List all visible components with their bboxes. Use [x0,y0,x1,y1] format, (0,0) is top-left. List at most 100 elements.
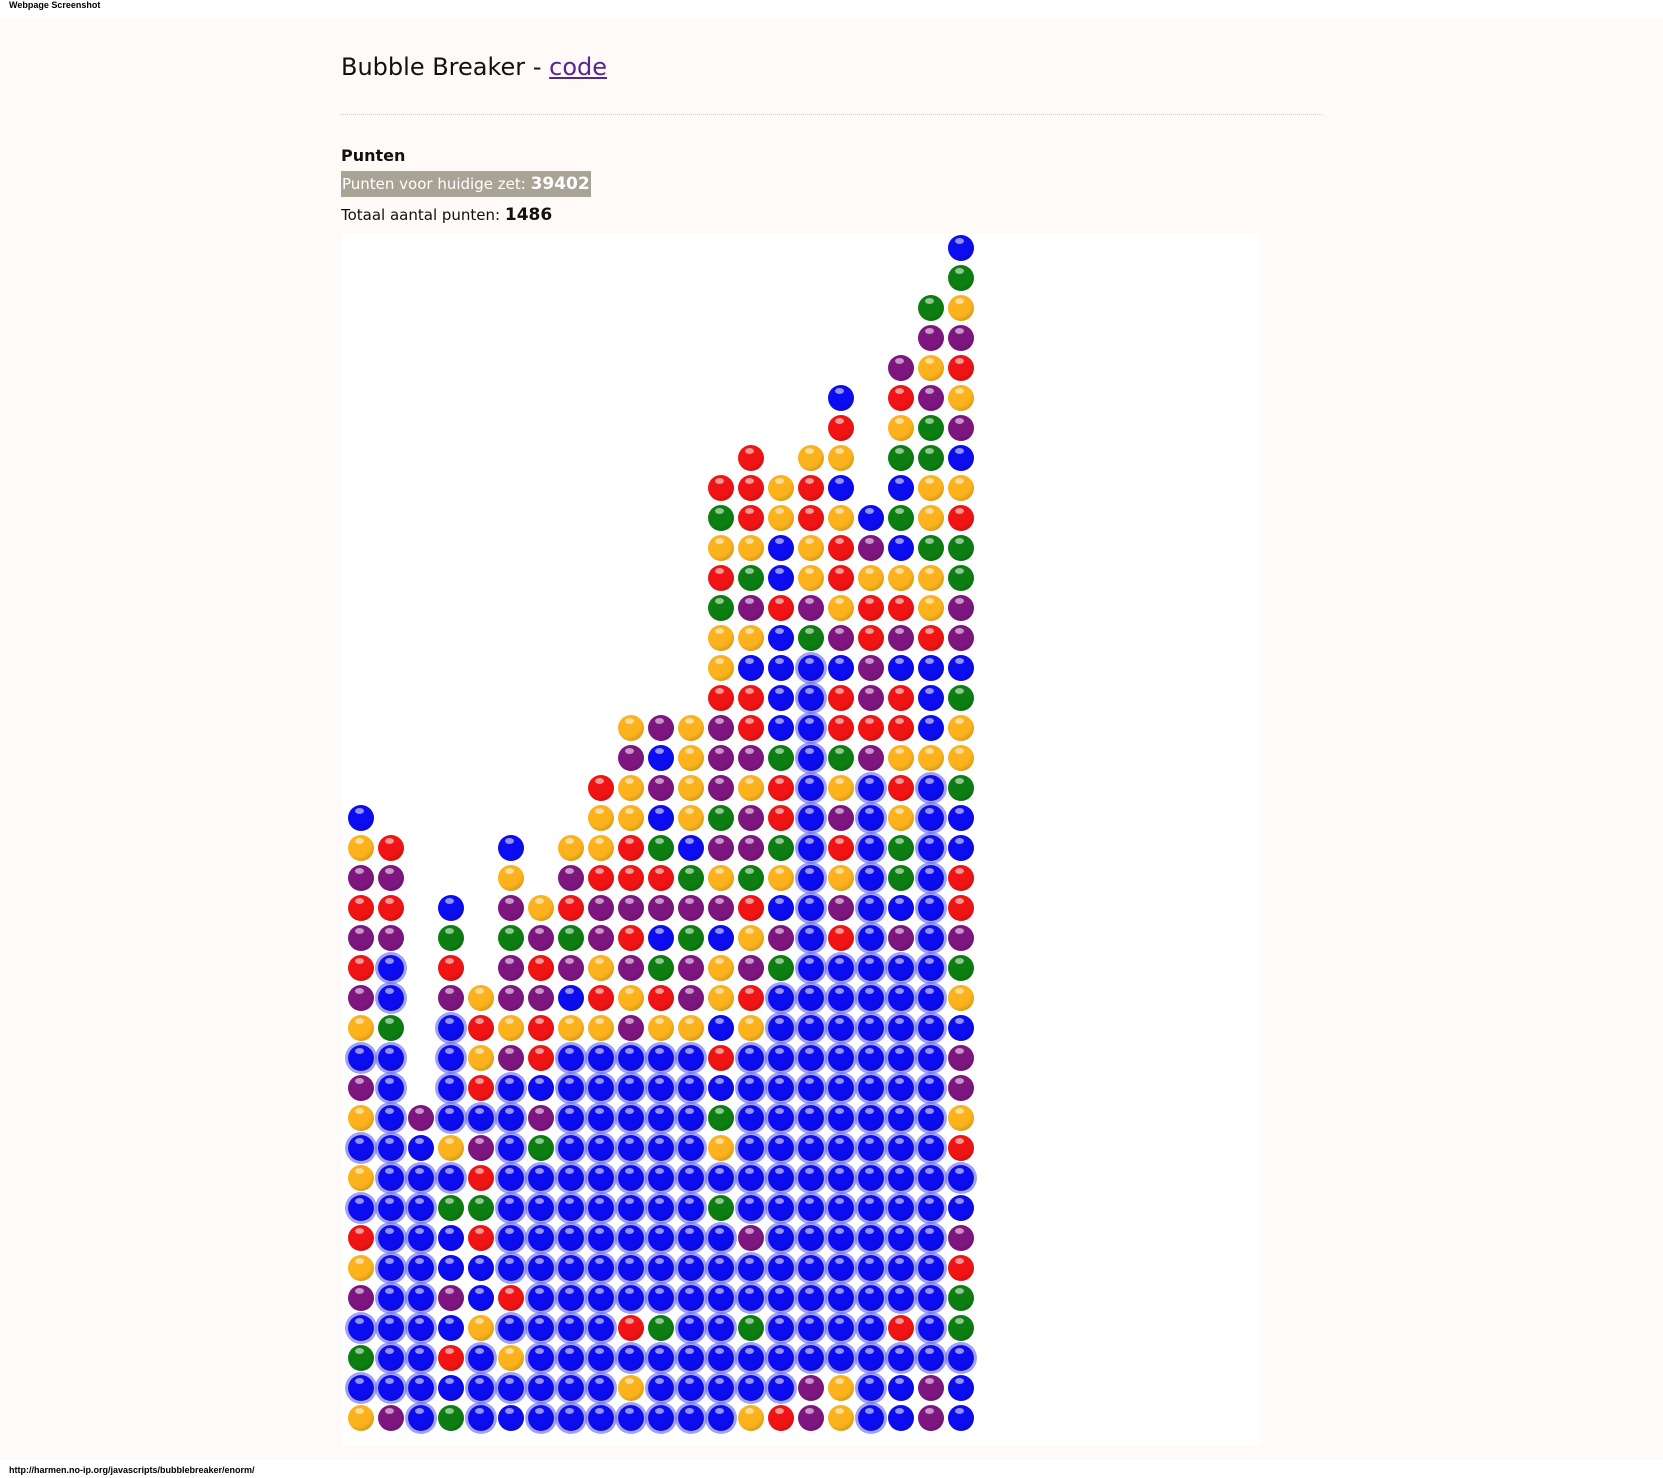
bubble-cell[interactable] [616,1403,646,1433]
bubble-cell[interactable] [766,923,796,953]
bubble-cell[interactable] [736,623,766,653]
purple-bubble[interactable] [348,1285,374,1311]
bubble-cell[interactable] [826,413,856,443]
bubble-cell[interactable] [526,1403,556,1433]
green-bubble[interactable] [768,745,794,771]
orange-bubble[interactable] [738,775,764,801]
bubble-cell[interactable] [946,233,976,263]
selected-blue-bubble[interactable] [528,1225,554,1251]
game-board[interactable] [341,233,1260,1446]
red-bubble[interactable] [858,595,884,621]
bubble-cell[interactable] [736,503,766,533]
bubble-cell[interactable] [946,1103,976,1133]
selected-blue-bubble[interactable] [798,1285,824,1311]
purple-bubble[interactable] [378,865,404,891]
selected-blue-bubble[interactable] [558,1165,584,1191]
bubble-cell[interactable] [796,503,826,533]
selected-blue-bubble[interactable] [858,895,884,921]
bubble-cell[interactable] [556,1043,586,1073]
bubble-cell[interactable] [586,803,616,833]
bubble-cell[interactable] [676,863,706,893]
orange-bubble[interactable] [918,565,944,591]
selected-blue-bubble[interactable] [888,1165,914,1191]
bubble-cell[interactable] [406,1253,436,1283]
green-bubble[interactable] [648,835,674,861]
bubble-cell[interactable] [346,1163,376,1193]
orange-bubble[interactable] [618,985,644,1011]
bubble-cell[interactable] [676,983,706,1013]
selected-blue-bubble[interactable] [648,1075,674,1101]
orange-bubble[interactable] [948,745,974,771]
green-bubble[interactable] [678,925,704,951]
purple-bubble[interactable] [948,1075,974,1101]
blue-bubble[interactable] [348,805,374,831]
bubble-cell[interactable] [796,953,826,983]
blue-bubble[interactable] [678,835,704,861]
bubble-cell[interactable] [406,1163,436,1193]
bubble-cell[interactable] [796,1103,826,1133]
purple-bubble[interactable] [558,865,584,891]
blue-bubble[interactable] [438,1225,464,1251]
bubble-cell[interactable] [676,1373,706,1403]
bubble-cell[interactable] [916,293,946,323]
bubble-cell[interactable] [676,1313,706,1343]
selected-blue-bubble[interactable] [918,865,944,891]
bubble-cell[interactable] [436,1253,466,1283]
bubble-cell[interactable] [946,1013,976,1043]
bubble-cell[interactable] [736,743,766,773]
bubble-cell[interactable] [826,773,856,803]
bubble-cell[interactable] [886,743,916,773]
bubble-cell[interactable] [526,1313,556,1343]
bubble-cell[interactable] [706,713,736,743]
red-bubble[interactable] [888,775,914,801]
orange-bubble[interactable] [708,955,734,981]
blue-bubble[interactable] [438,1255,464,1281]
bubble-cell[interactable] [706,863,736,893]
selected-blue-bubble[interactable] [798,835,824,861]
selected-blue-bubble[interactable] [468,1375,494,1401]
bubble-cell[interactable] [916,1373,946,1403]
bubble-cell[interactable] [916,503,946,533]
red-bubble[interactable] [828,685,854,711]
bubble-cell[interactable] [346,1103,376,1133]
purple-bubble[interactable] [708,835,734,861]
selected-blue-bubble[interactable] [528,1255,554,1281]
bubble-cell[interactable] [376,1373,406,1403]
selected-blue-bubble[interactable] [528,1375,554,1401]
purple-bubble[interactable] [738,745,764,771]
bubble-cell[interactable] [676,1283,706,1313]
bubble-cell[interactable] [766,953,796,983]
selected-blue-bubble[interactable] [558,1255,584,1281]
bubble-cell[interactable] [346,803,376,833]
bubble-cell[interactable] [946,1253,976,1283]
bubble-cell[interactable] [676,1103,706,1133]
bubble-cell[interactable] [886,413,916,443]
bubble-cell[interactable] [646,863,676,893]
bubble-cell[interactable] [886,503,916,533]
bubble-cell[interactable] [616,803,646,833]
bubble-cell[interactable] [946,1073,976,1103]
bubble-cell[interactable] [766,1073,796,1103]
selected-blue-bubble[interactable] [768,1285,794,1311]
red-bubble[interactable] [528,1045,554,1071]
bubble-cell[interactable] [376,1283,406,1313]
bubble-cell[interactable] [526,1343,556,1373]
bubble-cell[interactable] [376,1343,406,1373]
bubble-cell[interactable] [856,1133,886,1163]
bubble-cell[interactable] [736,563,766,593]
blue-bubble[interactable] [768,535,794,561]
selected-blue-bubble[interactable] [888,1015,914,1041]
bubble-cell[interactable] [856,713,886,743]
purple-bubble[interactable] [348,1075,374,1101]
selected-blue-bubble[interactable] [678,1045,704,1071]
bubble-cell[interactable] [556,1373,586,1403]
bubble-cell[interactable] [916,1043,946,1073]
bubble-cell[interactable] [466,1223,496,1253]
blue-bubble[interactable] [888,535,914,561]
selected-blue-bubble[interactable] [708,1345,734,1371]
bubble-cell[interactable] [796,893,826,923]
selected-blue-bubble[interactable] [708,1285,734,1311]
bubble-cell[interactable] [916,533,946,563]
bubble-cell[interactable] [676,1133,706,1163]
bubble-cell[interactable] [916,1133,946,1163]
